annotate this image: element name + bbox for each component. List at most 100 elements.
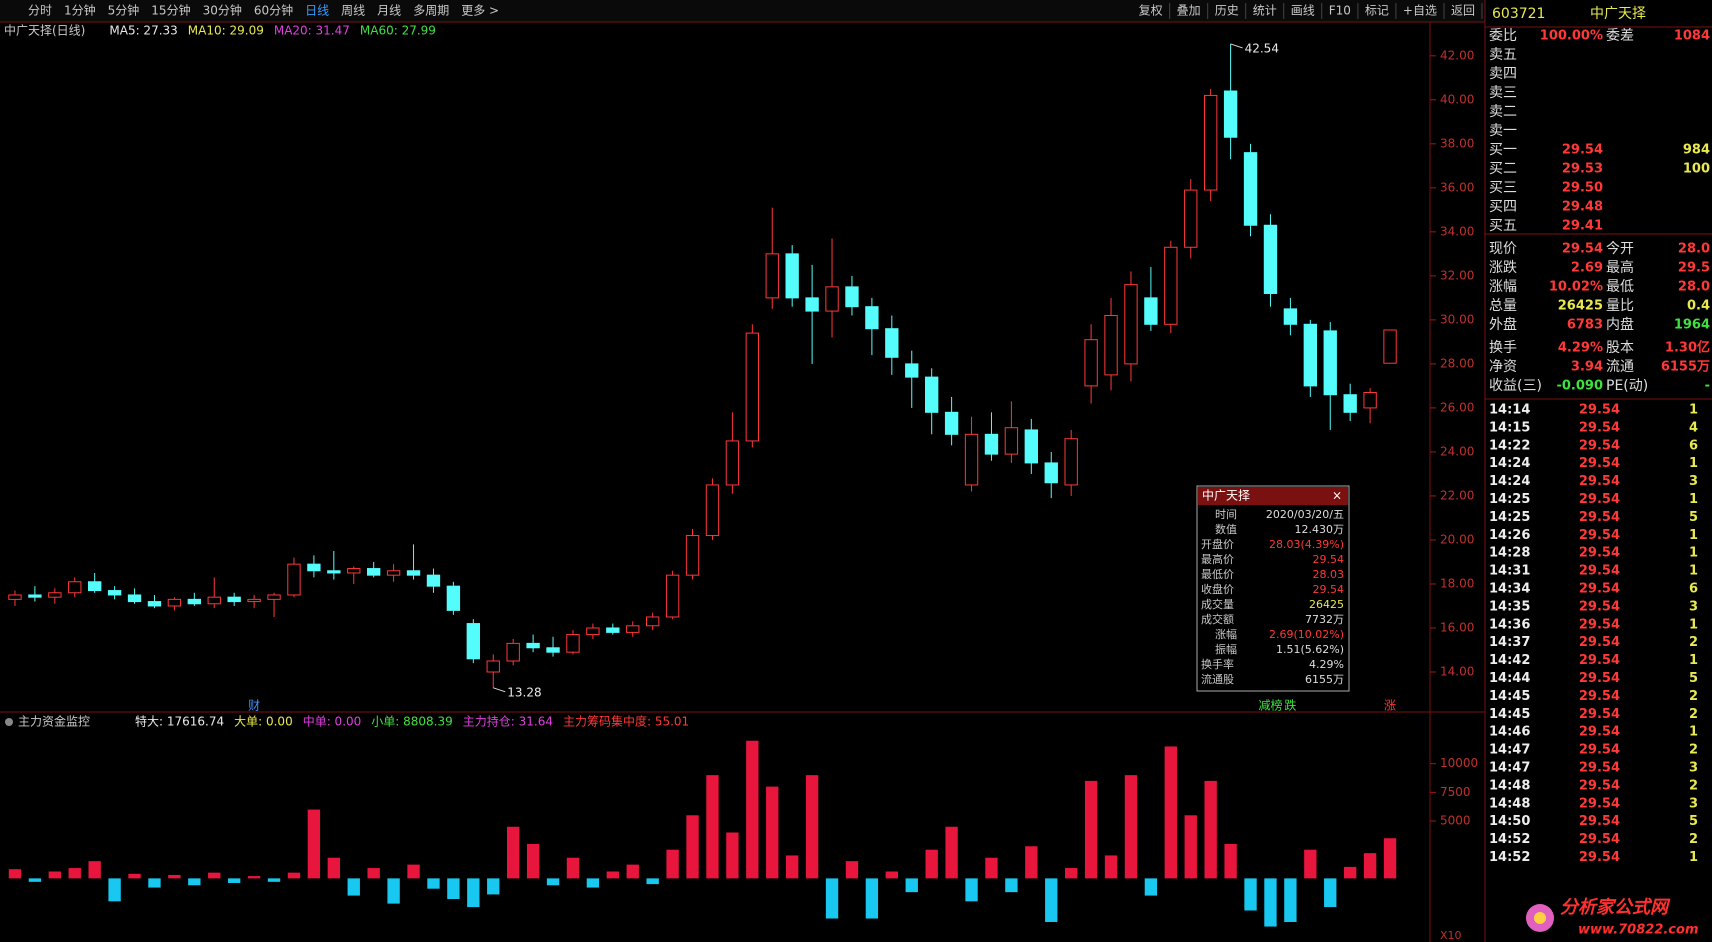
- flow-bar: [287, 872, 301, 879]
- toolbar-button[interactable]: 标记: [1365, 4, 1389, 18]
- tick-time: 14:44: [1489, 671, 1530, 686]
- flow-bar: [586, 878, 600, 888]
- event-marker[interactable]: 跌: [1284, 698, 1296, 713]
- popup-value: 2020/03/20/五: [1266, 508, 1344, 521]
- candle-body: [1164, 246, 1178, 325]
- quote-value: 1964: [1674, 318, 1710, 333]
- quote-label: 净资: [1489, 359, 1517, 375]
- toolbar-tab[interactable]: 多周期: [413, 4, 449, 18]
- candle-body: [307, 563, 321, 572]
- toolbar-button[interactable]: 复权: [1139, 4, 1163, 18]
- popup-label: 最低价: [1201, 568, 1234, 581]
- flow-bar: [148, 878, 161, 888]
- quote-value: 0.4: [1687, 299, 1710, 314]
- y-tick-label: 42.00: [1440, 48, 1474, 62]
- tick-price: 29.54: [1579, 743, 1620, 758]
- tick-time: 14:48: [1489, 778, 1530, 793]
- indicator-label: 特大: 17616.74: [135, 714, 224, 729]
- toolbar-tab[interactable]: 60分钟: [254, 3, 293, 18]
- flow-bar: [805, 775, 819, 879]
- toolbar-tab[interactable]: 30分钟: [203, 3, 242, 18]
- popup-label: 数值: [1215, 523, 1237, 536]
- tick-time: 14:52: [1489, 832, 1530, 847]
- quote-label: 收益(三): [1489, 378, 1542, 394]
- quote-label: 今开: [1606, 241, 1634, 257]
- flow-bar: [865, 878, 879, 919]
- tick-price: 29.54: [1579, 796, 1620, 811]
- candle-body: [745, 332, 759, 442]
- flow-bar: [8, 869, 22, 879]
- event-marker[interactable]: 减榜: [1258, 698, 1282, 713]
- popup-value: 29.54: [1313, 583, 1345, 596]
- quote-value: 29.54: [1562, 242, 1603, 257]
- event-marker[interactable]: 涨: [1384, 698, 1396, 713]
- popup-label: 换手率: [1201, 657, 1234, 671]
- flow-bar: [507, 826, 520, 879]
- toolbar-button[interactable]: 统计: [1253, 4, 1277, 18]
- ma-label: MA10: 29.09: [188, 24, 264, 38]
- candle-body: [526, 642, 540, 649]
- candle-body: [1383, 329, 1397, 364]
- candle-body: [1084, 339, 1098, 387]
- extreme-label: 13.28: [507, 685, 541, 699]
- toolbar-tab[interactable]: 日线: [305, 4, 329, 18]
- quote-value: 26425: [1558, 299, 1603, 314]
- toolbar-button[interactable]: 历史: [1215, 4, 1239, 18]
- candle-body: [805, 297, 819, 312]
- quote-value: 3.94: [1571, 360, 1603, 375]
- candle-body: [725, 440, 740, 486]
- indicator-label: 主力持仓: 31.64: [463, 714, 553, 729]
- toolbar-button[interactable]: F10: [1329, 4, 1351, 18]
- candle-body: [187, 598, 201, 605]
- tick-volume: 5: [1689, 814, 1698, 829]
- toolbar-button[interactable]: 画线: [1291, 4, 1315, 18]
- toolbar-button[interactable]: 返回: [1451, 4, 1475, 18]
- indicator-toggle[interactable]: [5, 718, 13, 726]
- toolbar-tab[interactable]: 5分钟: [108, 3, 140, 18]
- popup-label: 涨幅: [1215, 628, 1237, 641]
- popup-value: 6155万: [1305, 673, 1344, 686]
- quote-label: 卖一: [1489, 123, 1517, 139]
- quote-value: 29.50: [1562, 181, 1603, 196]
- toolbar-tab[interactable]: 月线: [377, 4, 401, 18]
- toolbar-tab[interactable]: 分时: [28, 4, 52, 18]
- tick-volume: 1: [1689, 725, 1698, 740]
- tick-price: 29.54: [1579, 474, 1620, 489]
- popup-box: [1196, 485, 1350, 692]
- toolbar-button[interactable]: +自选: [1403, 4, 1437, 18]
- tick-price: 29.54: [1579, 528, 1620, 543]
- tick-price: 29.54: [1579, 546, 1620, 561]
- quote-label: 卖五: [1489, 47, 1517, 63]
- flow-bar: [726, 832, 739, 879]
- popup-label: 流通股: [1201, 672, 1234, 686]
- flow-bar: [28, 878, 42, 882]
- toolbar-tab[interactable]: 15分钟: [151, 3, 190, 18]
- toolbar-tab[interactable]: 更多 >: [461, 4, 499, 18]
- candle-body: [1323, 330, 1337, 396]
- candle-body: [227, 596, 241, 603]
- tick-time: 14:36: [1489, 617, 1530, 632]
- popup-close[interactable]: ×: [1332, 489, 1342, 503]
- tick-price: 29.54: [1579, 403, 1620, 418]
- quote-value: 29.54: [1562, 143, 1603, 158]
- flow-bar: [766, 786, 779, 879]
- toolbar-tab[interactable]: 1分钟: [64, 3, 96, 18]
- flow-bar: [1164, 746, 1177, 879]
- tick-volume: 1: [1689, 403, 1698, 418]
- toolbar-tab[interactable]: 周线: [341, 4, 365, 18]
- flow-bar: [188, 878, 201, 886]
- tick-volume: 4: [1689, 420, 1698, 435]
- flow-bar: [1264, 878, 1277, 927]
- event-marker[interactable]: 财: [248, 699, 260, 713]
- tick-price: 29.54: [1579, 653, 1620, 668]
- candle-body: [825, 286, 839, 312]
- candle-body: [486, 660, 500, 673]
- toolbar-button[interactable]: 叠加: [1177, 4, 1201, 18]
- tick-time: 14:26: [1489, 528, 1530, 543]
- candle-body: [1204, 94, 1218, 191]
- flow-bar: [526, 843, 540, 879]
- candle-body: [48, 592, 62, 598]
- popup-header: [1198, 487, 1348, 505]
- flow-bar: [467, 878, 480, 908]
- popup-title: 中广天择: [1202, 488, 1250, 503]
